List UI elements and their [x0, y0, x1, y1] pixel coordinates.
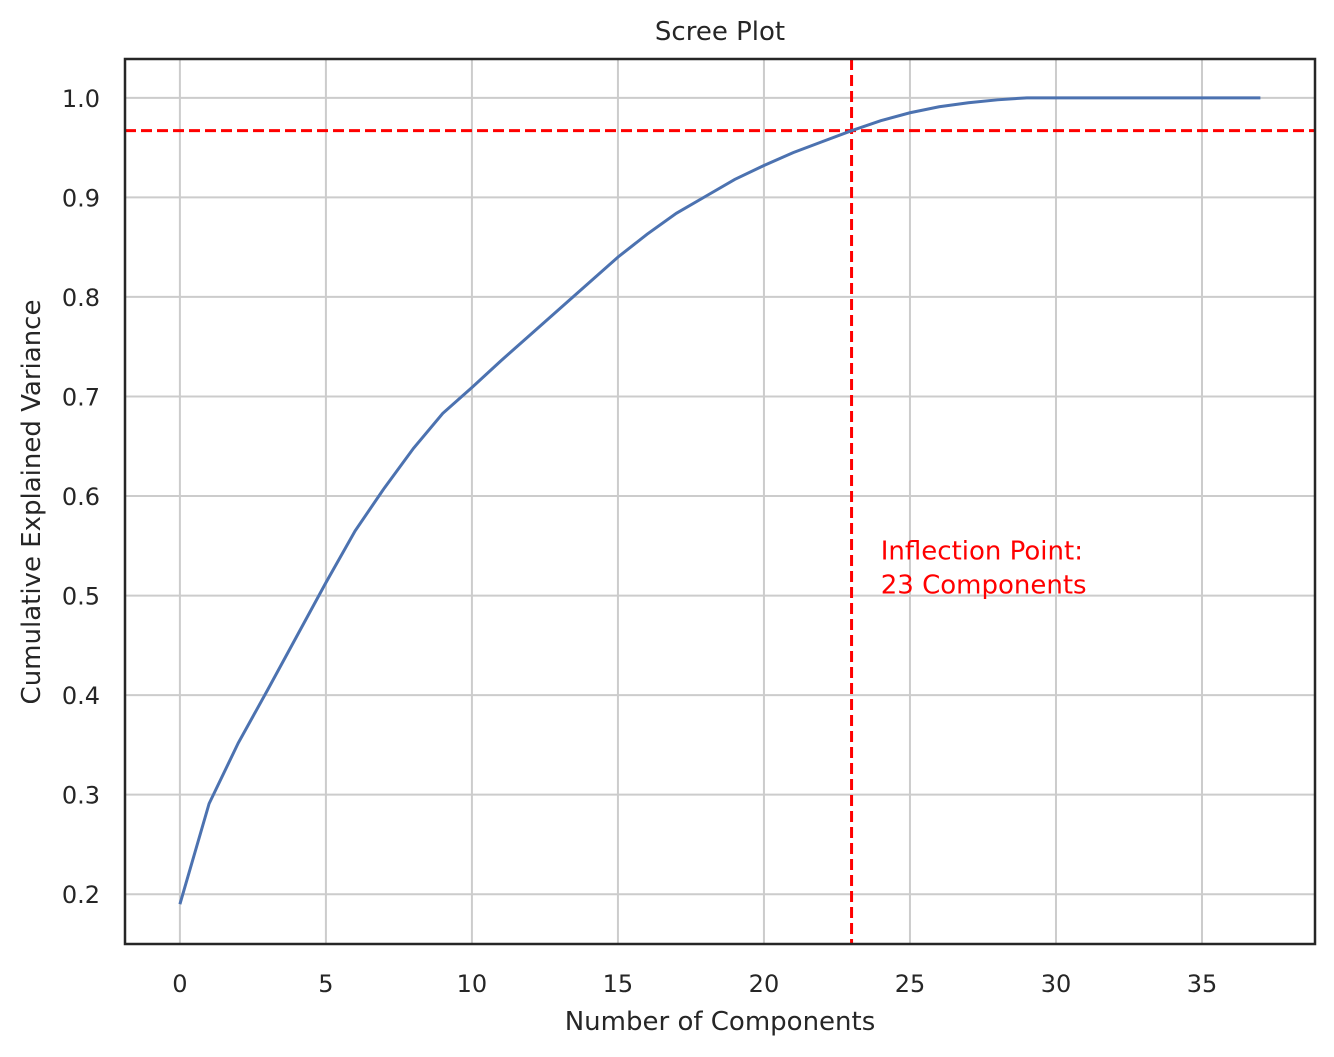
x-tick-label: 35 [1187, 970, 1218, 998]
y-tick-label: 0.8 [62, 284, 100, 312]
chart-title: Scree Plot [655, 17, 785, 47]
annotation-line-1: Inflection Point: [881, 537, 1083, 567]
x-tick-label: 30 [1041, 970, 1072, 998]
x-axis-label: Number of Components [565, 1007, 876, 1037]
tick-labels: 0 5 10 15 20 25 30 35 0.2 0.3 0.4 0.5 0.6 0.7 0.8 0.9 1.… [62, 85, 1217, 998]
x-tick-label: 0 [172, 970, 187, 998]
grid [125, 59, 1315, 944]
annotation-line-2: 23 Components [881, 571, 1087, 601]
y-tick-label: 0.2 [62, 881, 100, 909]
x-tick-label: 5 [318, 970, 333, 998]
y-tick-label: 0.6 [62, 483, 100, 511]
y-tick-label: 0.4 [62, 682, 100, 710]
y-tick-label: 0.3 [62, 782, 100, 810]
x-tick-label: 15 [603, 970, 634, 998]
y-axis-label: Cumulative Explained Variance [17, 300, 47, 705]
y-tick-label: 1.0 [62, 85, 100, 113]
x-tick-label: 20 [749, 970, 780, 998]
reference-lines [125, 59, 1315, 944]
x-tick-label: 25 [895, 970, 926, 998]
series-line [178, 96, 1261, 905]
y-tick-label: 0.7 [62, 383, 100, 411]
plot-frame [123, 57, 1317, 946]
y-tick-label: 0.5 [62, 583, 100, 611]
x-tick-label: 10 [457, 970, 488, 998]
y-tick-label: 0.9 [62, 184, 100, 212]
